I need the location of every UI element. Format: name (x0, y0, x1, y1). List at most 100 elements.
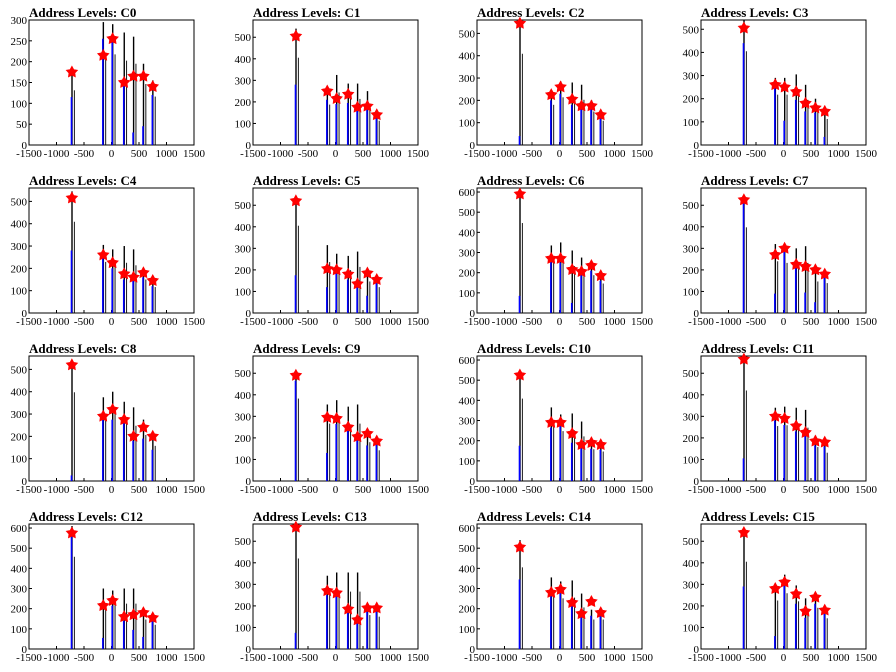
x-tick-label: -500 (522, 484, 543, 496)
black-bar (132, 588, 135, 649)
y-tick-label: 300 (459, 248, 476, 260)
chart-svg: 0 100 200 300 400 500 -1500 -1000 -500 0 500 1000 15… (235, 520, 430, 664)
y-tick-label: 300 (235, 411, 252, 423)
peak-marker (789, 587, 803, 600)
peak-marker (146, 274, 160, 286)
blue-bar (142, 126, 144, 145)
y-tick-label: 100 (683, 286, 700, 298)
y-tick-label: 400 (235, 558, 252, 570)
y-tick-label: 500 (683, 200, 700, 212)
black-bar-side (338, 420, 340, 481)
black-bar (132, 36, 135, 145)
x-tick-label: -500 (522, 316, 543, 328)
peak-marker (341, 267, 355, 280)
chart-title: Address Levels: C6 (477, 173, 585, 188)
black-bar (356, 572, 359, 649)
black-bar-side (359, 98, 361, 145)
black-bar-side (553, 104, 555, 145)
black-bar-side (777, 600, 779, 649)
y-tick-label: 100 (11, 624, 28, 636)
blue-bar (823, 446, 826, 481)
peak-marker (778, 241, 791, 254)
x-tick-label: 0 (109, 148, 115, 160)
peak-marker (594, 606, 608, 619)
black-bar-side (369, 281, 371, 313)
x-tick-label: -1000 (268, 316, 294, 328)
blue-bar (366, 611, 368, 649)
y-tick-label: 0 (694, 644, 700, 656)
peak-marker (554, 582, 567, 595)
peak-marker (341, 602, 355, 615)
x-tick-label: -1000 (716, 652, 742, 664)
blue-bar (804, 292, 806, 313)
y-tick-label: 400 (683, 47, 700, 59)
blue-bar (794, 266, 797, 313)
black-bar-side (350, 270, 352, 313)
blue-bar (294, 84, 297, 145)
x-tick-label: -1000 (44, 148, 70, 160)
x-tick-label: -1500 (240, 148, 266, 160)
y-tick-label: 0 (694, 140, 700, 152)
peak-marker (96, 599, 110, 612)
blue-bar (111, 268, 113, 313)
blue-bar (132, 440, 134, 481)
black-bar-side (553, 425, 555, 481)
peak-marker (370, 272, 384, 285)
black-bar-side (574, 266, 576, 313)
x-tick-label: -500 (746, 148, 767, 160)
y-tick-label: 100 (459, 118, 476, 130)
chart-svg: 0 100 200 300 400 500 600 -1500 -1000 -500 0 500 100… (459, 355, 654, 496)
black-bar-side (359, 423, 361, 481)
peak-marker (778, 80, 791, 93)
peak-marker (65, 358, 79, 371)
y-tick-label: 50 (16, 119, 28, 131)
y-tick-label: 200 (683, 433, 700, 445)
black-bar (774, 584, 777, 649)
peak-marker (117, 267, 131, 280)
chart-svg: 0 100 200 300 400 500 -1500 -1000 -500 0 500 1000 15… (235, 19, 430, 160)
black-bar-side (826, 618, 828, 649)
chart-panel: Address Levels: C15 0 100 200 300 400 500 -1500… (672, 504, 896, 672)
x-tick-label: -500 (74, 316, 95, 328)
blue-bar (518, 136, 521, 145)
chart-title: Address Levels: C15 (701, 509, 815, 524)
y-tick-label: 100 (11, 98, 28, 110)
blue-bar (70, 97, 73, 145)
y-tick-label: 0 (470, 140, 476, 152)
black-bar-side (154, 287, 156, 313)
x-tick-label: 1000 (604, 484, 627, 496)
black-bar (519, 193, 521, 313)
blue-bar (794, 603, 797, 649)
black-bar (295, 196, 297, 313)
x-tick-label: -1000 (44, 484, 70, 496)
chart-title: Address Levels: C0 (29, 5, 137, 20)
black-bar-side (583, 607, 585, 649)
peak-marker (554, 415, 567, 428)
blue-bar (550, 100, 552, 145)
x-tick-label: 0 (333, 148, 339, 160)
black-bar (814, 270, 817, 313)
y-tick-label: 0 (470, 308, 476, 320)
blue-bar (346, 430, 349, 481)
peak-marker (575, 438, 588, 451)
black-bar-side (329, 594, 331, 649)
x-tick-label: -1500 (688, 148, 714, 160)
y-tick-label: 400 (683, 390, 700, 402)
black-bar-side (145, 434, 147, 481)
chart-panel: Address Levels: C10 0 100 200 300 400 500 600 -1… (448, 336, 672, 504)
black-bar-side (350, 98, 352, 145)
peak-marker (768, 78, 782, 91)
blue-bar (580, 272, 582, 313)
peak-marker (370, 434, 384, 447)
black-bar-side (114, 54, 116, 145)
chart-svg: 0 100 200 300 400 500 -1500 -1000 -500 0 500 1000 15… (235, 355, 430, 496)
x-tick-label: -1000 (716, 148, 742, 160)
blue-bar (599, 280, 602, 313)
x-tick-label: 0 (333, 484, 339, 496)
peak-marker (65, 65, 79, 78)
y-tick-label: 200 (459, 95, 476, 107)
peak-marker (320, 262, 334, 275)
x-tick-label: -1500 (464, 316, 490, 328)
x-tick-label: 500 (355, 148, 372, 160)
x-tick-label: 1500 (183, 484, 206, 496)
